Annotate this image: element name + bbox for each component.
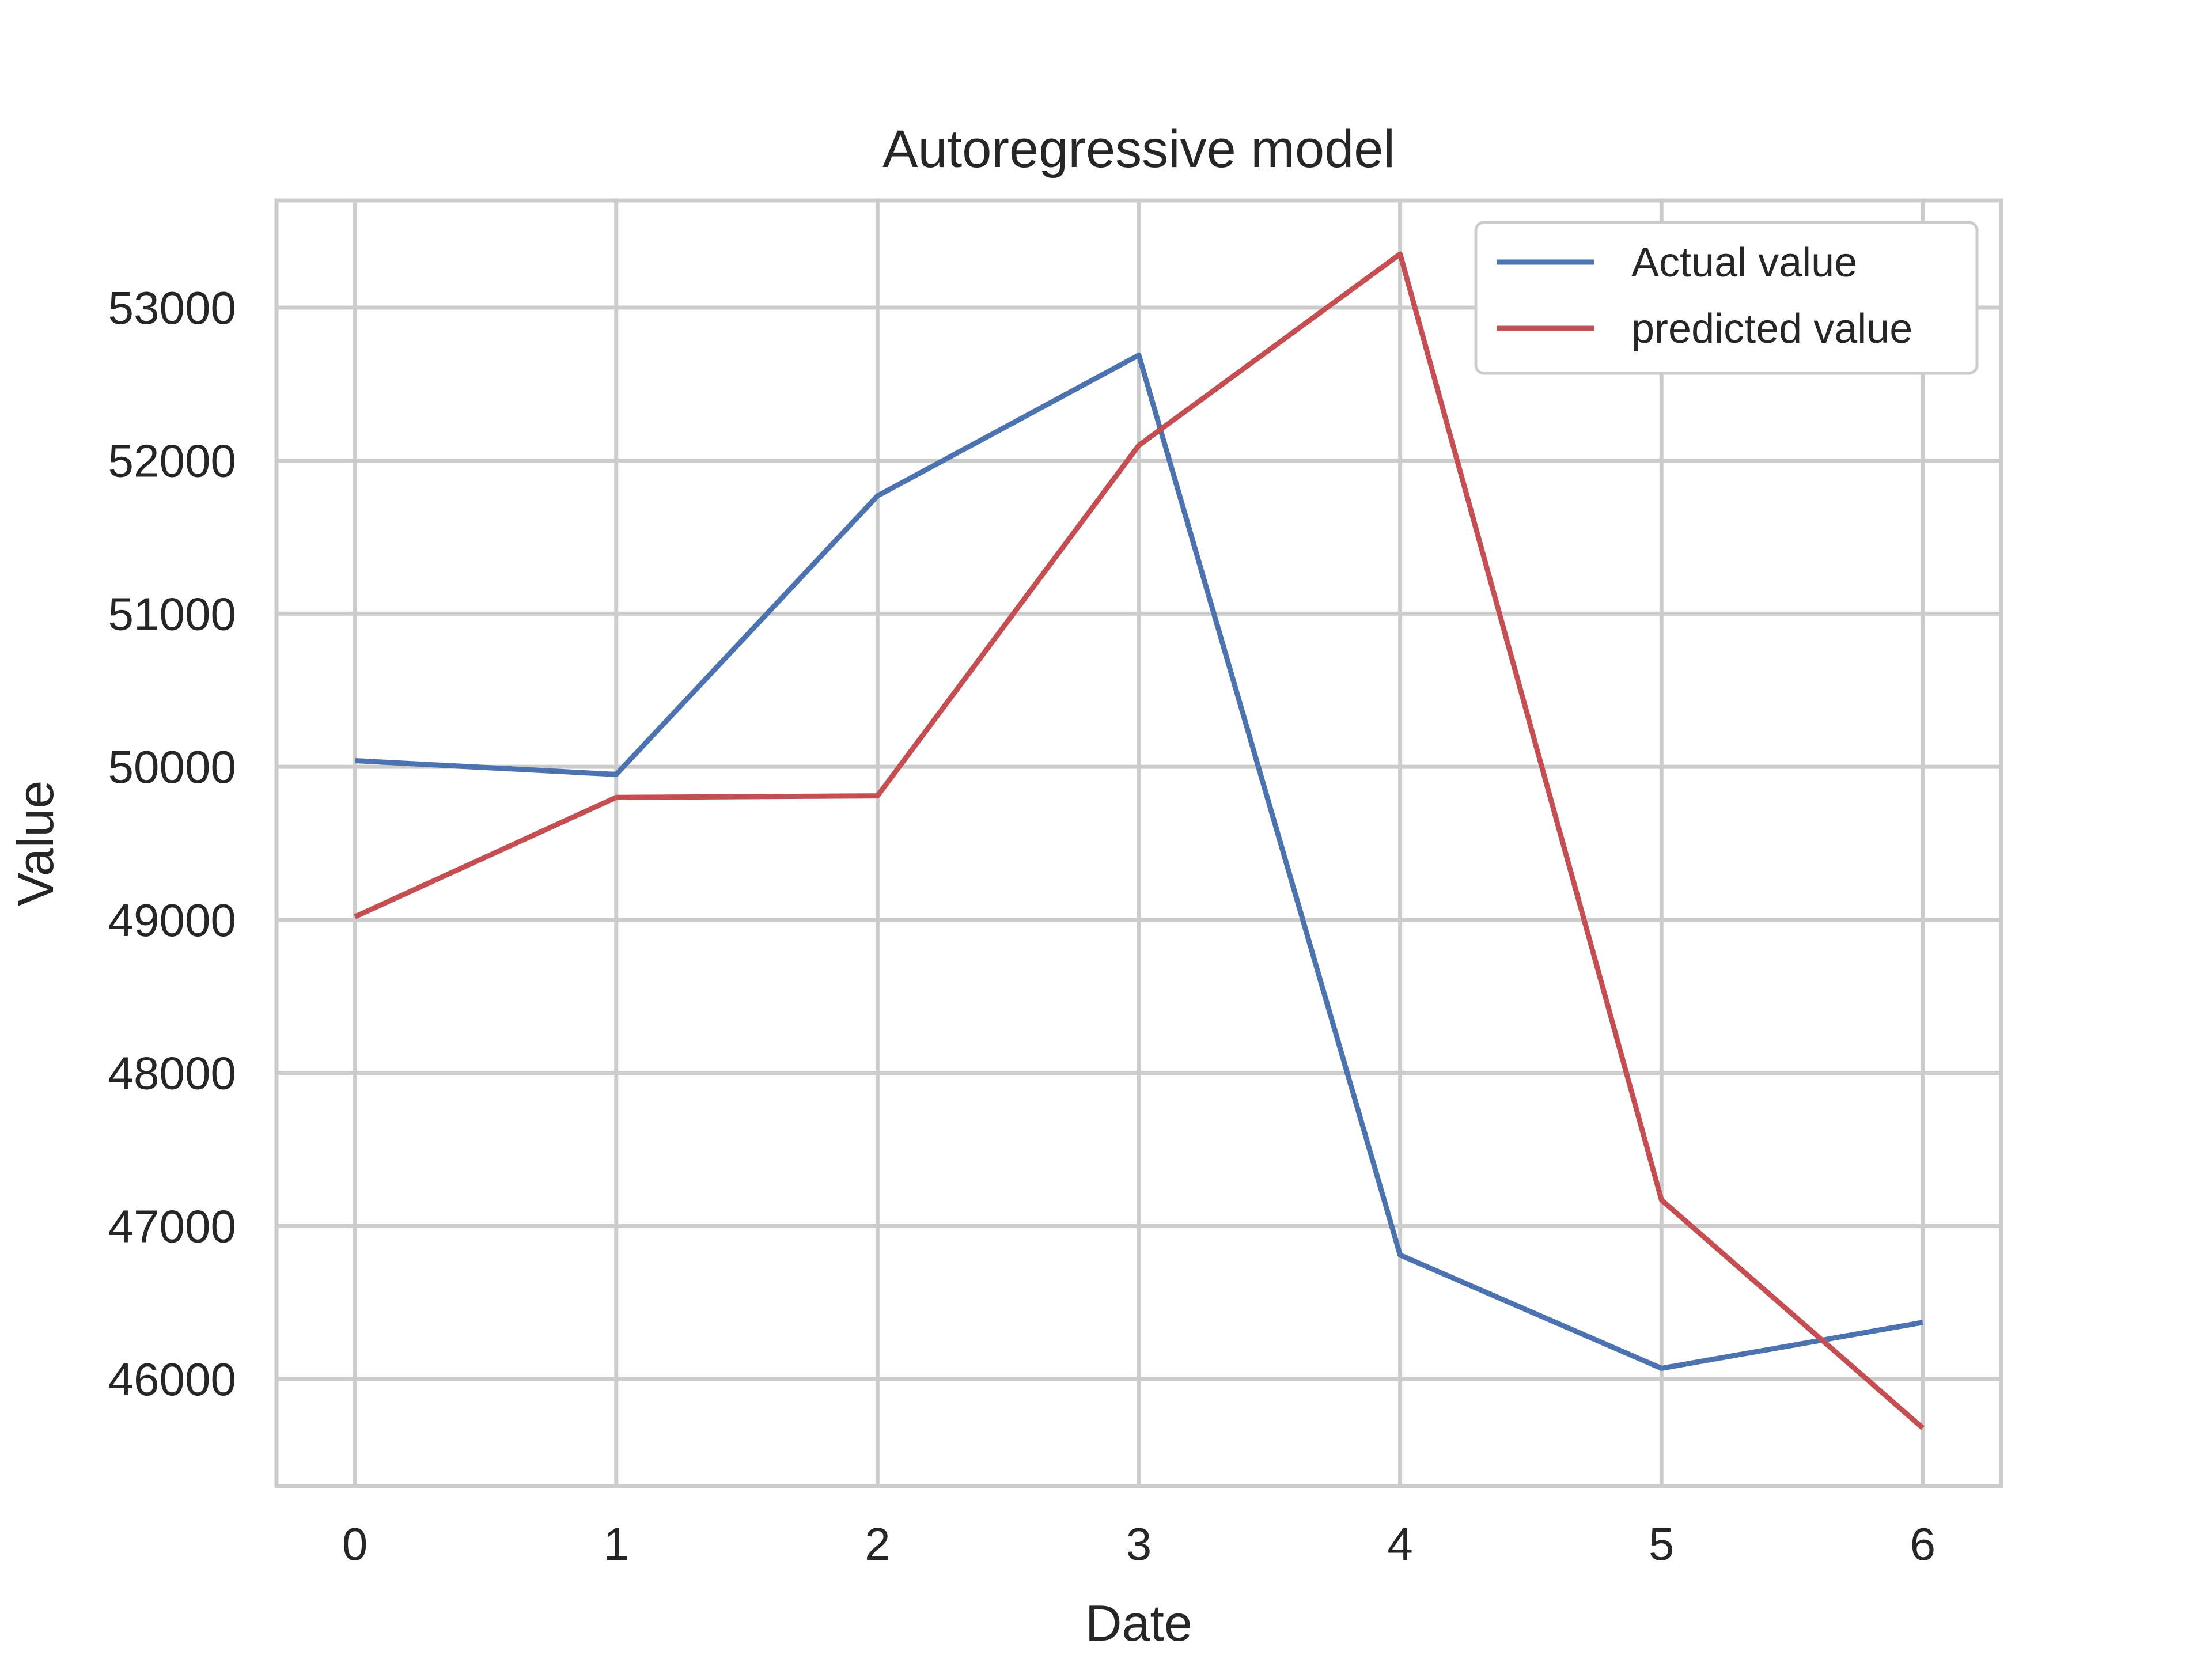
y-tick-label-53000: 53000 (108, 282, 236, 334)
x-tick-label-2: 2 (865, 1518, 891, 1570)
y-tick-label-46000: 46000 (108, 1354, 236, 1405)
tick-labels: 0 1 2 3 4 5 6 46000 47000 48000 49000 50000 51000 520… (108, 282, 1936, 1570)
y-tick-label-52000: 52000 (108, 435, 236, 487)
legend-box (1474, 221, 1979, 375)
x-tick-label-0: 0 (342, 1518, 368, 1570)
x-tick-label-1: 1 (603, 1518, 629, 1570)
x-tick-label-3: 3 (1126, 1518, 1152, 1570)
legend-label-predicted-value: predicted value (1631, 306, 1912, 352)
legend: Actual value predicted value (1474, 221, 1979, 375)
y-axis-label: Value (7, 781, 64, 907)
x-axis-label: Date (1085, 1594, 1192, 1652)
y-tick-label-50000: 50000 (108, 741, 236, 793)
y-tick-label-49000: 49000 (108, 895, 236, 946)
series-line-predicted-value (354, 251, 1925, 1430)
legend-label-actual-value: Actual value (1631, 240, 1857, 286)
plot-frame (274, 198, 2003, 1488)
x-tick-label-4: 4 (1387, 1518, 1413, 1570)
y-tick-label-48000: 48000 (108, 1048, 236, 1099)
x-tick-label-6: 6 (1910, 1518, 1936, 1570)
y-tick-label-51000: 51000 (108, 588, 236, 639)
series-lines (354, 251, 1925, 1430)
grid-lines (276, 200, 2001, 1486)
chart-title: Autoregressive model (882, 120, 1395, 179)
x-tick-label-5: 5 (1649, 1518, 1675, 1570)
y-tick-label-47000: 47000 (108, 1200, 236, 1252)
series-line-actual-value (354, 352, 1923, 1371)
